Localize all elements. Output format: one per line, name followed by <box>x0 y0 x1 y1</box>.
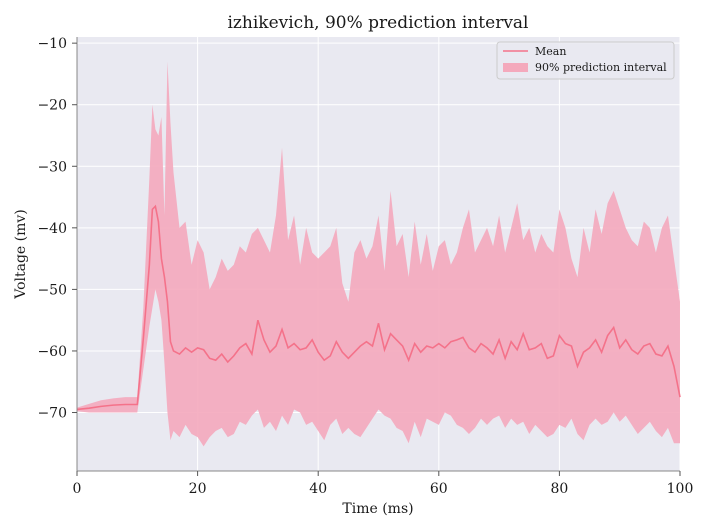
x-tick-label: 100 <box>667 481 694 497</box>
legend-mean-label: Mean <box>535 45 566 58</box>
legend-box <box>496 41 675 80</box>
x-tick-label: 0 <box>73 481 82 497</box>
y-tick-label: −50 <box>37 282 67 298</box>
y-axis-label: Voltage (mv) <box>13 209 29 300</box>
legend-band-swatch <box>503 63 528 72</box>
axes <box>76 37 680 472</box>
chart-title: izhikevich, 90% prediction interval <box>228 13 529 33</box>
legend-band-label: 90% prediction interval <box>535 61 667 74</box>
x-axis-label: Time (ms) <box>342 501 413 517</box>
y-tick-label: −60 <box>37 344 67 360</box>
x-tick-label: 80 <box>550 481 568 497</box>
y-tick-label: −40 <box>37 221 67 237</box>
x-ticks: 0 20 40 60 80 100 <box>73 471 694 497</box>
y-tick-label: −30 <box>37 159 67 175</box>
y-tick-label: −70 <box>37 406 67 422</box>
y-tick-label: −20 <box>37 98 67 114</box>
x-tick-label: 20 <box>189 481 207 497</box>
y-ticks: −10 −20 −30 −40 −50 −60 −70 <box>37 36 77 422</box>
mean-line <box>76 204 681 411</box>
legend: Mean 90% prediction interval <box>496 41 675 80</box>
x-tick-label: 40 <box>309 481 327 497</box>
y-tick-label: −10 <box>37 36 67 52</box>
x-tick-label: 60 <box>430 481 448 497</box>
